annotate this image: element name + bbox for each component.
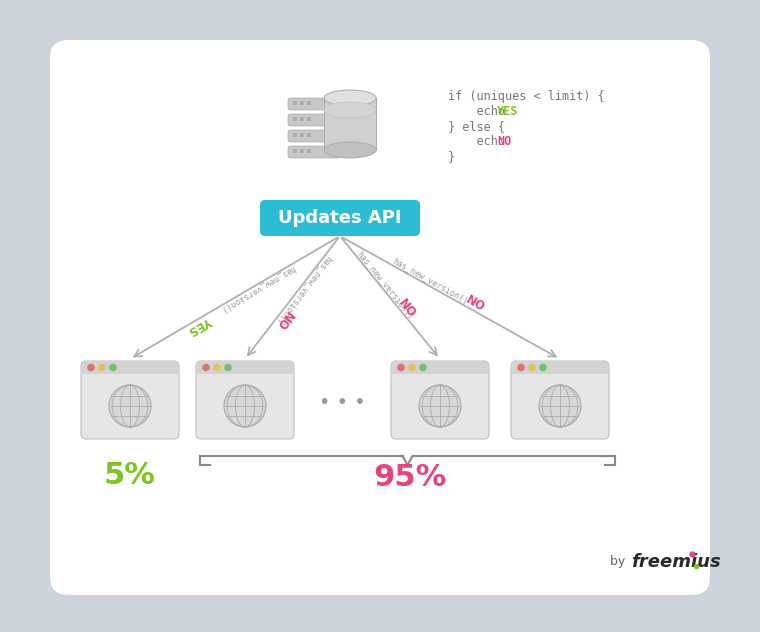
Text: if (uniques < limit) {: if (uniques < limit) {	[448, 90, 605, 103]
FancyBboxPatch shape	[288, 98, 340, 110]
Bar	[81, 370, 179, 374]
FancyBboxPatch shape	[300, 101, 304, 105]
Text: }: }	[448, 150, 455, 163]
FancyBboxPatch shape	[307, 133, 311, 137]
FancyBboxPatch shape	[391, 361, 489, 374]
FancyBboxPatch shape	[293, 133, 297, 137]
Text: NO: NO	[272, 308, 295, 332]
Circle shape	[408, 363, 416, 372]
Circle shape	[224, 385, 266, 427]
FancyBboxPatch shape	[288, 146, 340, 158]
Text: by: by	[610, 556, 629, 569]
FancyBboxPatch shape	[307, 101, 311, 105]
FancyBboxPatch shape	[81, 361, 179, 439]
Circle shape	[419, 385, 461, 427]
Circle shape	[518, 363, 525, 372]
Ellipse shape	[324, 142, 376, 158]
Text: NO: NO	[464, 294, 487, 315]
FancyBboxPatch shape	[260, 200, 420, 236]
Text: has_new_version(): has_new_version()	[274, 254, 333, 327]
Ellipse shape	[324, 102, 376, 118]
FancyBboxPatch shape	[511, 361, 609, 439]
Circle shape	[87, 363, 95, 372]
Text: echo: echo	[448, 135, 512, 148]
Circle shape	[109, 363, 117, 372]
FancyBboxPatch shape	[293, 149, 297, 153]
Text: has_new_version(): has_new_version()	[220, 264, 297, 315]
Circle shape	[397, 363, 405, 372]
Bar	[511, 370, 609, 374]
FancyBboxPatch shape	[300, 149, 304, 153]
FancyBboxPatch shape	[196, 361, 294, 374]
Text: • • •: • • •	[319, 394, 366, 413]
Circle shape	[224, 363, 232, 372]
FancyBboxPatch shape	[293, 117, 297, 121]
FancyBboxPatch shape	[196, 361, 294, 439]
Circle shape	[539, 363, 546, 372]
Text: 95%: 95%	[373, 463, 447, 492]
Text: has_new_version(): has_new_version()	[391, 257, 470, 306]
Text: freemius: freemius	[631, 553, 720, 571]
FancyBboxPatch shape	[391, 361, 489, 439]
Text: 5%: 5%	[104, 461, 156, 490]
Circle shape	[98, 363, 106, 372]
Text: } else {: } else {	[448, 120, 505, 133]
Text: YES: YES	[186, 313, 214, 337]
Circle shape	[109, 385, 151, 427]
Text: NO: NO	[497, 135, 511, 148]
FancyBboxPatch shape	[511, 361, 609, 374]
FancyBboxPatch shape	[307, 117, 311, 121]
Text: Updates API: Updates API	[278, 209, 402, 227]
FancyBboxPatch shape	[288, 130, 340, 142]
Ellipse shape	[324, 90, 376, 106]
FancyBboxPatch shape	[288, 114, 340, 126]
FancyBboxPatch shape	[293, 101, 297, 105]
Bar	[324, 98, 376, 150]
Text: echo: echo	[448, 105, 512, 118]
FancyBboxPatch shape	[300, 133, 304, 137]
Text: NO: NO	[396, 296, 419, 320]
Bar	[196, 370, 294, 374]
FancyBboxPatch shape	[300, 117, 304, 121]
Circle shape	[420, 363, 427, 372]
Bar	[391, 370, 489, 374]
Circle shape	[214, 363, 221, 372]
Circle shape	[202, 363, 210, 372]
FancyBboxPatch shape	[50, 40, 710, 595]
FancyBboxPatch shape	[307, 149, 311, 153]
FancyBboxPatch shape	[81, 361, 179, 374]
Text: has_new_version(): has_new_version()	[355, 249, 416, 320]
Circle shape	[539, 385, 581, 427]
Circle shape	[528, 363, 536, 372]
Text: YES: YES	[497, 105, 518, 118]
